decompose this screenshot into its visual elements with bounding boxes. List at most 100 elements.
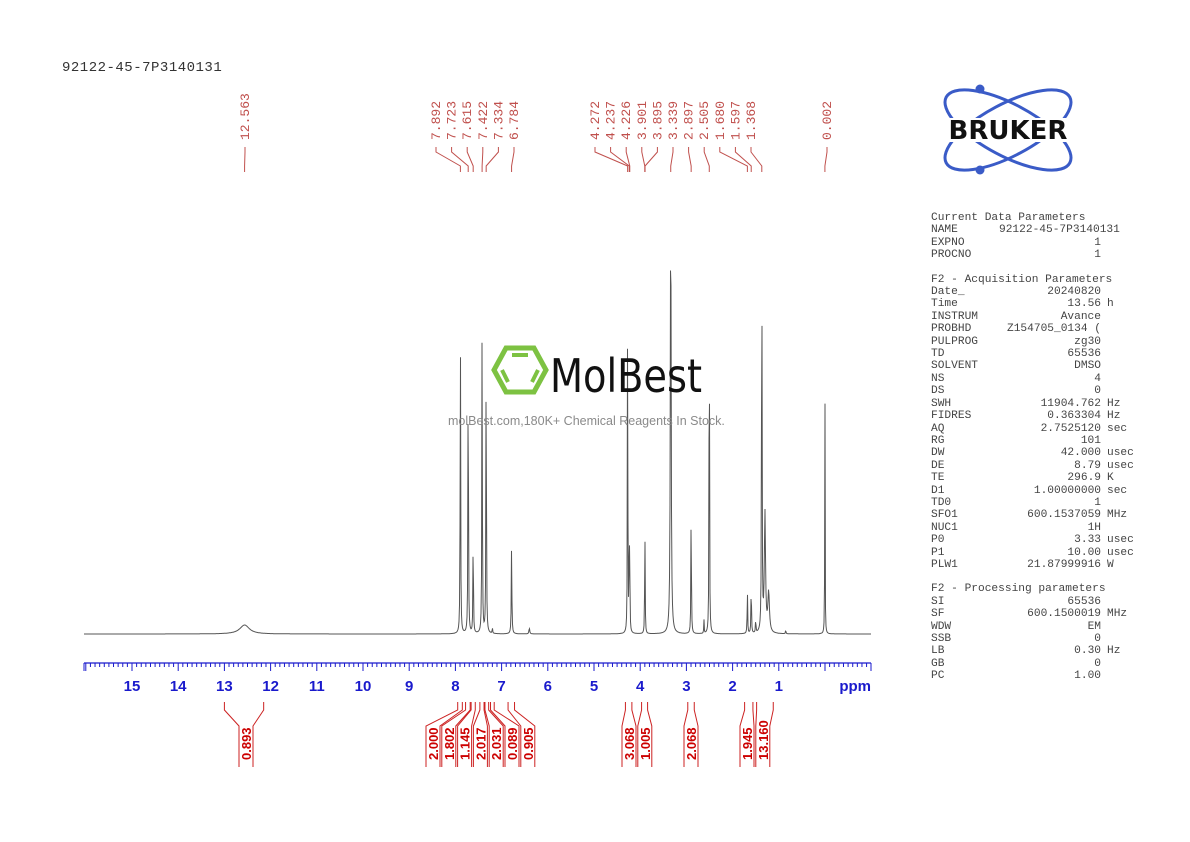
param-row: SOLVENT DMSO (931, 360, 1134, 372)
integral-labels: 0.893 2.000 1.802 1.145 2.017 2.031 0.089 0.905… (223, 702, 774, 767)
param-section-title: F2 - Acquisition Parameters (931, 273, 1113, 286)
param-value: 1 (1094, 249, 1101, 262)
param-row: DW 42.000 usec (931, 447, 1134, 459)
peak-label: 0.002 (820, 101, 835, 140)
param-key: TD0 (931, 496, 952, 509)
param-value: 4 (1094, 372, 1101, 385)
bruker-logo-text: BRUKER (949, 116, 1068, 146)
param-row: LB 0.30 Hz (931, 645, 1134, 657)
integral-value: 2.031 (489, 727, 504, 760)
param-value: 8.79 (1074, 459, 1101, 472)
param-value: 21.87999916 (1027, 558, 1101, 571)
integral-value: 2.068 (684, 727, 699, 760)
watermark-tagline: molBest.com,180K+ Chemical Reagents In S… (448, 414, 725, 428)
param-row: Time 13.56 h (931, 298, 1134, 310)
param-unit (1101, 311, 1107, 323)
param-row: PLW1 21.87999916 W (931, 559, 1134, 571)
param-row: SWH 11904.762 Hz (931, 398, 1134, 410)
ppm-axis: 15 14 13 12 11 10 9 8 7 6 5 4 3 2 1 ppm (83, 662, 872, 695)
axis-tick-label: 6 (544, 678, 552, 695)
param-unit: Hz (1107, 410, 1121, 423)
param-key: P1 (931, 546, 945, 559)
integral-value: 1.145 (458, 727, 473, 760)
param-key: PULPROG (931, 335, 978, 348)
param-key: SWH (931, 397, 952, 410)
peak-label: 12.563 (238, 93, 253, 140)
param-key: TE (931, 472, 945, 485)
axis-tick-label: 1 (775, 678, 783, 695)
peak-label: 7.892 (429, 101, 444, 140)
integral-value: 0.905 (521, 727, 536, 760)
axis-tick-label: 2 (728, 678, 736, 695)
param-value: 65536 (1067, 348, 1101, 361)
molbest-watermark: MolBest (491, 345, 702, 403)
axis-tick-label: 15 (124, 678, 141, 695)
param-section-title: Current Data Parameters (931, 212, 1086, 224)
axis-tick-label: 9 (405, 678, 413, 695)
param-unit (1101, 621, 1107, 633)
param-row: PULPROG zg30 (931, 336, 1134, 348)
param-unit: usec (1107, 534, 1134, 547)
param-key: SSB (931, 633, 952, 645)
integral-value: 1.945 (740, 727, 755, 760)
param-unit (1101, 286, 1107, 298)
axis-tick-label: 8 (451, 678, 459, 695)
param-key: DS (931, 385, 945, 398)
param-value: 2.7525120 (1040, 422, 1101, 435)
param-key: WDW (931, 620, 952, 633)
param-unit (1101, 670, 1107, 682)
param-unit: sec (1107, 422, 1128, 435)
param-value: Avance (1060, 310, 1101, 323)
param-unit (1101, 237, 1107, 249)
integral-value: 0.893 (239, 727, 254, 760)
param-unit: Hz (1107, 397, 1121, 410)
param-row: Date_ 20240820 (931, 286, 1134, 298)
integral-value: 2.000 (426, 727, 441, 760)
param-row: D1 1.00000000 sec (931, 485, 1134, 497)
axis-tick-label: 5 (590, 678, 598, 695)
param-unit (1101, 385, 1107, 397)
param-value: 1.00 (1074, 670, 1101, 683)
param-value: 600.1500019 (1027, 608, 1101, 621)
param-value: 13.56 (1067, 298, 1101, 311)
sample-title: 92122-45-7P3140131 (62, 60, 223, 76)
param-value: 42.000 (1060, 447, 1101, 460)
param-row: DE 8.79 usec (931, 460, 1134, 472)
integral-value: 1.005 (638, 727, 653, 760)
watermark-brand: MolBest (550, 349, 702, 403)
peak-label: 7.422 (476, 101, 491, 140)
peak-label: 4.226 (619, 101, 634, 140)
param-unit: usec (1107, 459, 1134, 472)
param-row: WDW EM (931, 621, 1134, 633)
param-unit (1101, 596, 1107, 608)
param-unit: h (1107, 298, 1114, 311)
param-key: NAME (931, 224, 958, 237)
param-unit: sec (1107, 484, 1128, 497)
peak-label: 7.723 (445, 101, 460, 140)
param-value: 101 (1080, 434, 1101, 447)
param-unit (1101, 497, 1107, 509)
param-row: NUC1 1H (931, 522, 1134, 534)
param-row: AQ 2.7525120 sec (931, 423, 1134, 435)
param-key: FIDRES (931, 410, 972, 423)
param-row: FIDRES 0.363304 Hz (931, 410, 1134, 422)
param-key: PROCNO (931, 249, 972, 262)
integral-value: 2.017 (473, 727, 488, 760)
param-key: INSTRUM (931, 310, 978, 323)
param-row: DS 0 (931, 385, 1134, 397)
param-value: 1.00000000 (1033, 484, 1101, 497)
param-value: 0.363304 (1047, 410, 1101, 423)
param-value: 65536 (1067, 595, 1101, 608)
nmr-spectrum-chart: 12.563 7.892 7.723 7.615 7.422 7.334 6.784 4.27… (83, 93, 872, 767)
param-key: SF (931, 608, 945, 621)
param-key: DW (931, 447, 945, 460)
param-key: LB (931, 645, 945, 658)
param-value: 0 (1094, 657, 1101, 670)
hexagon-icon (491, 345, 549, 395)
axis-tick-label: 10 (355, 678, 372, 695)
param-unit (1101, 522, 1107, 534)
param-row: P0 3.33 usec (931, 534, 1134, 546)
param-key: D1 (931, 484, 945, 497)
peak-label: 1.680 (713, 101, 728, 140)
axis-tick-label: 12 (262, 678, 279, 695)
